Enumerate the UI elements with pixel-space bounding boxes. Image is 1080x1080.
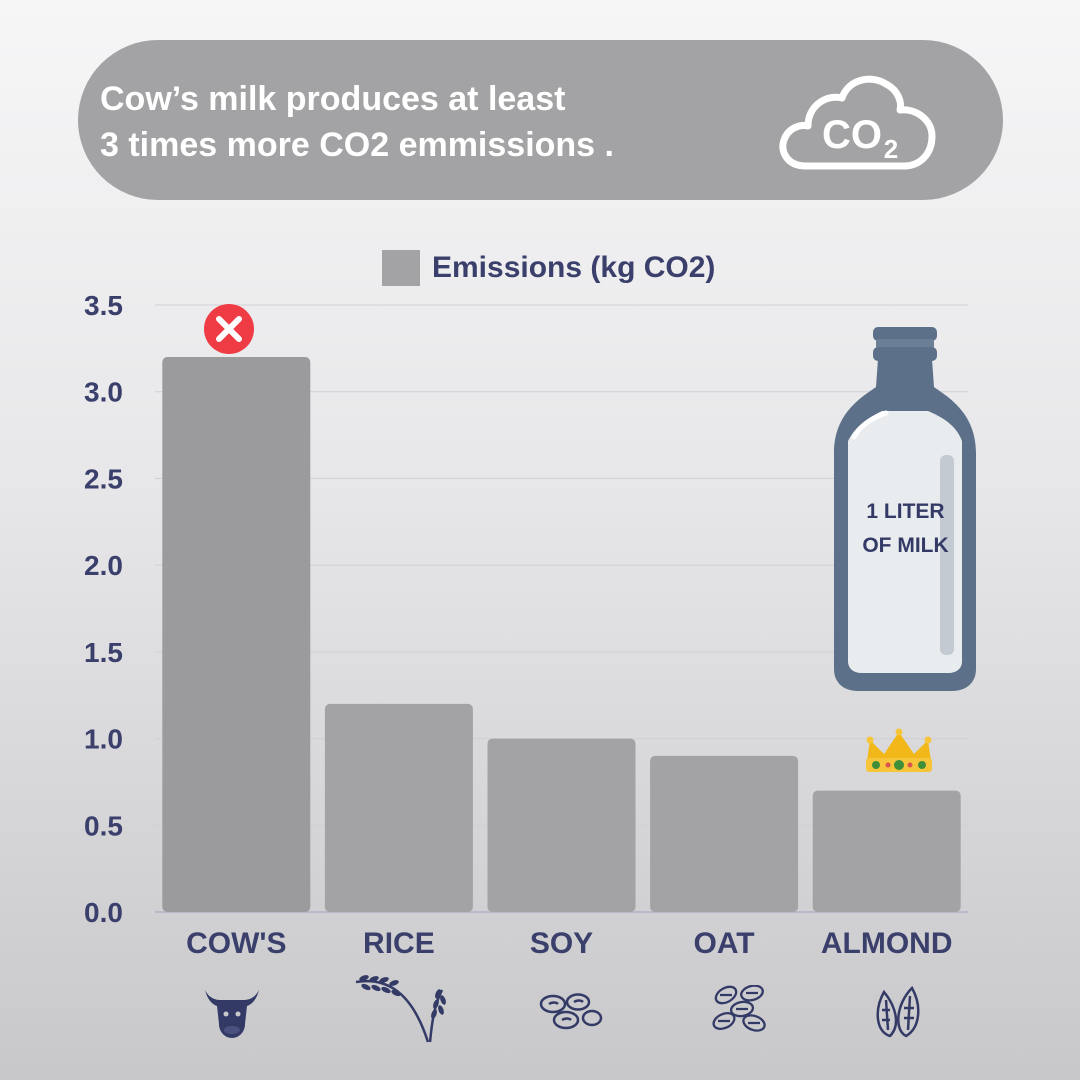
headline-text: Cow’s milk produces at least 3 times mor… (100, 76, 700, 168)
co2-label-sub: 2 (884, 134, 898, 164)
y-tick-label: 2.5 (84, 463, 123, 494)
co2-cloud-icon: CO 2 (779, 75, 936, 170)
headline-line-2: 3 times more CO2 emmissions . (100, 126, 614, 164)
x-tick-label: ALMOND (821, 927, 953, 960)
bar-oat (650, 755, 799, 912)
headline-line-1: Cow’s milk produces at least (100, 80, 566, 118)
cancel-icon (204, 304, 254, 354)
bottle-label: 1 LITER OF MILK (848, 495, 963, 563)
y-tick-label: 0.0 (84, 897, 123, 928)
bottle-label-line-2: OF MILK (862, 534, 949, 557)
bar-cows (162, 357, 311, 912)
bar-soy (487, 738, 636, 912)
bar-rice (324, 703, 473, 912)
rice-icon (355, 975, 446, 1043)
y-tick-label: 1.0 (84, 724, 123, 755)
headline-banner (78, 40, 1003, 200)
y-tick-label: 2.0 (84, 550, 123, 581)
cow-icon (205, 990, 259, 1038)
x-tick-label: RICE (363, 927, 435, 960)
soybean-icon (539, 993, 603, 1030)
x-tick-label: COW'S (186, 927, 286, 960)
x-tick-label: SOY (530, 927, 593, 960)
y-tick-label: 3.5 (84, 290, 123, 321)
co2-label-main: CO (822, 113, 882, 157)
x-tick-label: OAT (694, 927, 755, 960)
crown-icon (866, 728, 932, 772)
almond-icon (876, 986, 920, 1038)
y-tick-label: 0.5 (84, 810, 123, 841)
milk-bottle-icon (834, 327, 976, 691)
legend-swatch (382, 250, 420, 286)
oat-icon (712, 985, 766, 1032)
x-axis-labels: COW'S RICE SOY OAT ALMOND (186, 927, 952, 960)
legend-label: Emissions (kg CO2) (432, 251, 716, 284)
bottle-label-line-1: 1 LITER (866, 500, 945, 523)
bar-almond (812, 790, 961, 912)
y-tick-label: 3.0 (84, 377, 123, 408)
chart-legend: Emissions (kg CO2) (382, 248, 715, 288)
y-axis-ticks: 0.0 0.5 1.0 1.5 2.0 2.5 3.0 3.5 (84, 290, 123, 928)
y-tick-label: 1.5 (84, 637, 123, 668)
chart-bars (162, 357, 961, 912)
